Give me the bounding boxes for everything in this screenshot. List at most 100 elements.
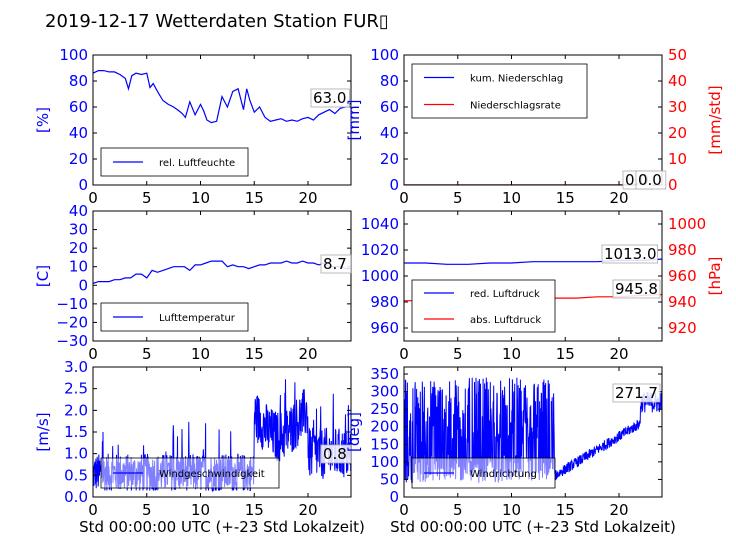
series-group <box>93 69 351 124</box>
y-tick-label: 20 <box>69 239 88 257</box>
y-tick-label: 0 <box>78 276 88 294</box>
y-tick-label: 3.0 <box>64 358 88 376</box>
annotation-text: 8.7 <box>323 255 347 273</box>
x-tick-label: 15 <box>556 501 575 519</box>
y-tick-label: 40 <box>69 124 88 142</box>
x-tick-label: 5 <box>453 189 463 207</box>
y-tick-label: 2.0 <box>64 401 88 419</box>
panel-precip: 0 5 10 15 20 0 20 40 60 80 100 0 10 20 30 40 50 [mm] [mm/s… <box>345 46 724 207</box>
value-annotation: 0.0 <box>635 170 667 190</box>
annotation-box <box>635 170 667 190</box>
plot-frame <box>92 54 352 186</box>
annotation-box <box>320 254 352 274</box>
legend: Windgeschwindigkeit <box>100 457 280 489</box>
panel-pressure: 0 5 10 15 20 960 980 1000 1020 1040 920 940 960 980 10… <box>361 210 724 363</box>
annotation-text: 63.0 <box>313 89 346 107</box>
y-tick-label: 40 <box>69 202 88 220</box>
x-tick-label: 10 <box>502 189 521 207</box>
annotation-box <box>612 383 661 403</box>
legend: rel. Luftfeuchte <box>100 147 249 177</box>
plot-frame <box>92 210 352 342</box>
series-line-0 <box>93 260 351 284</box>
x-tick-label: 15 <box>245 501 264 519</box>
x-tick-label: 5 <box>142 345 152 363</box>
annotation-text: 271.7 <box>615 384 658 402</box>
y-tick-label: −20 <box>56 313 88 331</box>
value-annotation: 945.8 <box>612 279 661 299</box>
x-tick-label: 0 <box>399 501 409 519</box>
plot-frame <box>403 366 663 498</box>
y-tick-label: 1020 <box>361 241 399 259</box>
y-tick-label: 20 <box>69 150 88 168</box>
panel-temperature: 0 5 10 15 20−30−20−10010203040[C]Lufttempera… <box>34 202 352 363</box>
y-tick-label: 0 <box>389 488 399 506</box>
x-tick-label: 10 <box>502 345 521 363</box>
y-tick-label: 80 <box>380 72 399 90</box>
y-right-tick-label: 30 <box>668 98 687 116</box>
y-tick-label: 350 <box>370 365 399 383</box>
y-right-tick-label: 40 <box>668 72 687 90</box>
series-line-0 <box>93 69 351 124</box>
y-right-tick-label: 940 <box>668 293 697 311</box>
y-tick-label: −10 <box>56 295 88 313</box>
value-annotation: 0.8 <box>320 444 352 464</box>
y-tick-label: 20 <box>380 150 399 168</box>
x-tick-label: 5 <box>453 345 463 363</box>
y-tick-label: 30 <box>69 221 88 239</box>
legend: Lufttemperatur <box>100 302 249 332</box>
y-tick-label: 0.5 <box>64 466 88 484</box>
y-right-tick-label: 1000 <box>668 215 706 233</box>
y-tick-label: 2.5 <box>64 380 88 398</box>
x-tick-label: 20 <box>609 501 628 519</box>
legend: Windrichtung <box>411 457 556 489</box>
legend-label: Windgeschwindigkeit <box>159 469 265 480</box>
value-annotation: 1013.0 <box>601 244 658 264</box>
y-tick-label: 1.5 <box>64 423 88 441</box>
legend-label: abs. Luftdruck <box>470 315 541 326</box>
y-tick-label: 40 <box>380 124 399 142</box>
x-tick-label: 15 <box>245 345 264 363</box>
y-right-tick-label: 980 <box>668 241 697 259</box>
y-tick-label: 0.0 <box>64 488 88 506</box>
x-tick-label: 10 <box>502 501 521 519</box>
x-tick-label: 0 <box>399 189 409 207</box>
legend-box <box>411 63 588 119</box>
series-group <box>93 260 351 284</box>
x-tick-label: 20 <box>609 189 628 207</box>
panel-humidity: 0 5 10 15 20 0 20 40 60 80 100 [%] rel. Luftfeuchte 6… <box>34 46 352 207</box>
y-axis-label: [mm] <box>345 100 363 141</box>
panel-wind_speed: 0 5 10 15 20 0.0 0.5 1.0 1.5 2.0 2.5 3.0 [m/s] Std 00… <box>34 358 365 536</box>
y-right-axis-label: [hPa] <box>706 257 724 296</box>
y-tick-label: 60 <box>69 98 88 116</box>
x-tick-label: 5 <box>453 501 463 519</box>
legend-label: kum. Niederschlag <box>470 74 563 85</box>
y-right-tick-label: 50 <box>668 46 687 64</box>
y-tick-label: 100 <box>370 46 399 64</box>
y-tick-label: 10 <box>69 258 88 276</box>
y-tick-label: 80 <box>69 72 88 90</box>
y-axis-label: [m/s] <box>34 412 52 451</box>
y-tick-label: 200 <box>370 418 399 436</box>
legend-label: rel. Luftfeuchte <box>159 158 235 169</box>
legend-box <box>411 279 556 333</box>
y-tick-label: 100 <box>370 453 399 471</box>
legend: red. Luftdruck abs. Luftdruck <box>411 279 556 333</box>
annotation-text: 1013.0 <box>604 245 657 263</box>
y-tick-label: 1.0 <box>64 445 88 463</box>
y-right-tick-label: 920 <box>668 319 697 337</box>
y-tick-label: 50 <box>380 470 399 488</box>
y-tick-label: 960 <box>370 319 399 337</box>
y-axis-label: [C] <box>34 265 52 287</box>
x-tick-label: 10 <box>191 189 210 207</box>
x-tick-label: 0 <box>88 189 98 207</box>
y-tick-label: 60 <box>380 98 399 116</box>
annotation-box <box>310 88 350 108</box>
x-tick-label: 5 <box>142 189 152 207</box>
x-tick-label: 20 <box>298 501 317 519</box>
annotation-text: 0.0 <box>638 171 662 189</box>
legend-label: Lufttemperatur <box>159 313 236 324</box>
y-tick-label: 1000 <box>361 267 399 285</box>
y-tick-label: 1040 <box>361 215 399 233</box>
